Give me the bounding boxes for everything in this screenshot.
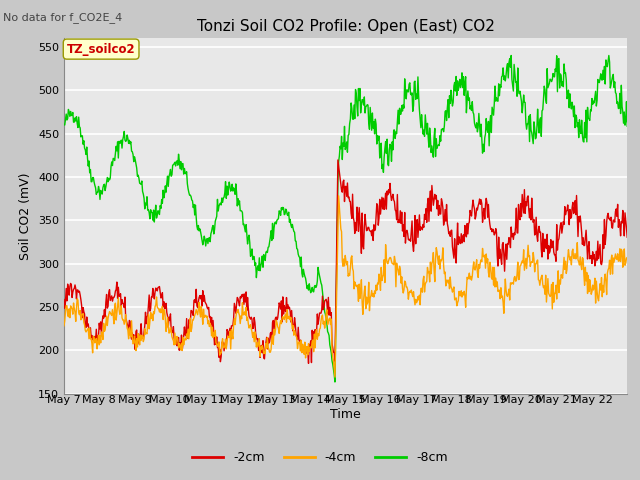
Text: No data for f_CO2E_4: No data for f_CO2E_4: [3, 12, 122, 23]
Title: Tonzi Soil CO2 Profile: Open (East) CO2: Tonzi Soil CO2 Profile: Open (East) CO2: [196, 20, 495, 35]
Legend: -2cm, -4cm, -8cm: -2cm, -4cm, -8cm: [187, 446, 453, 469]
X-axis label: Time: Time: [330, 408, 361, 421]
Y-axis label: Soil CO2 (mV): Soil CO2 (mV): [19, 172, 33, 260]
Text: TZ_soilco2: TZ_soilco2: [67, 43, 136, 56]
